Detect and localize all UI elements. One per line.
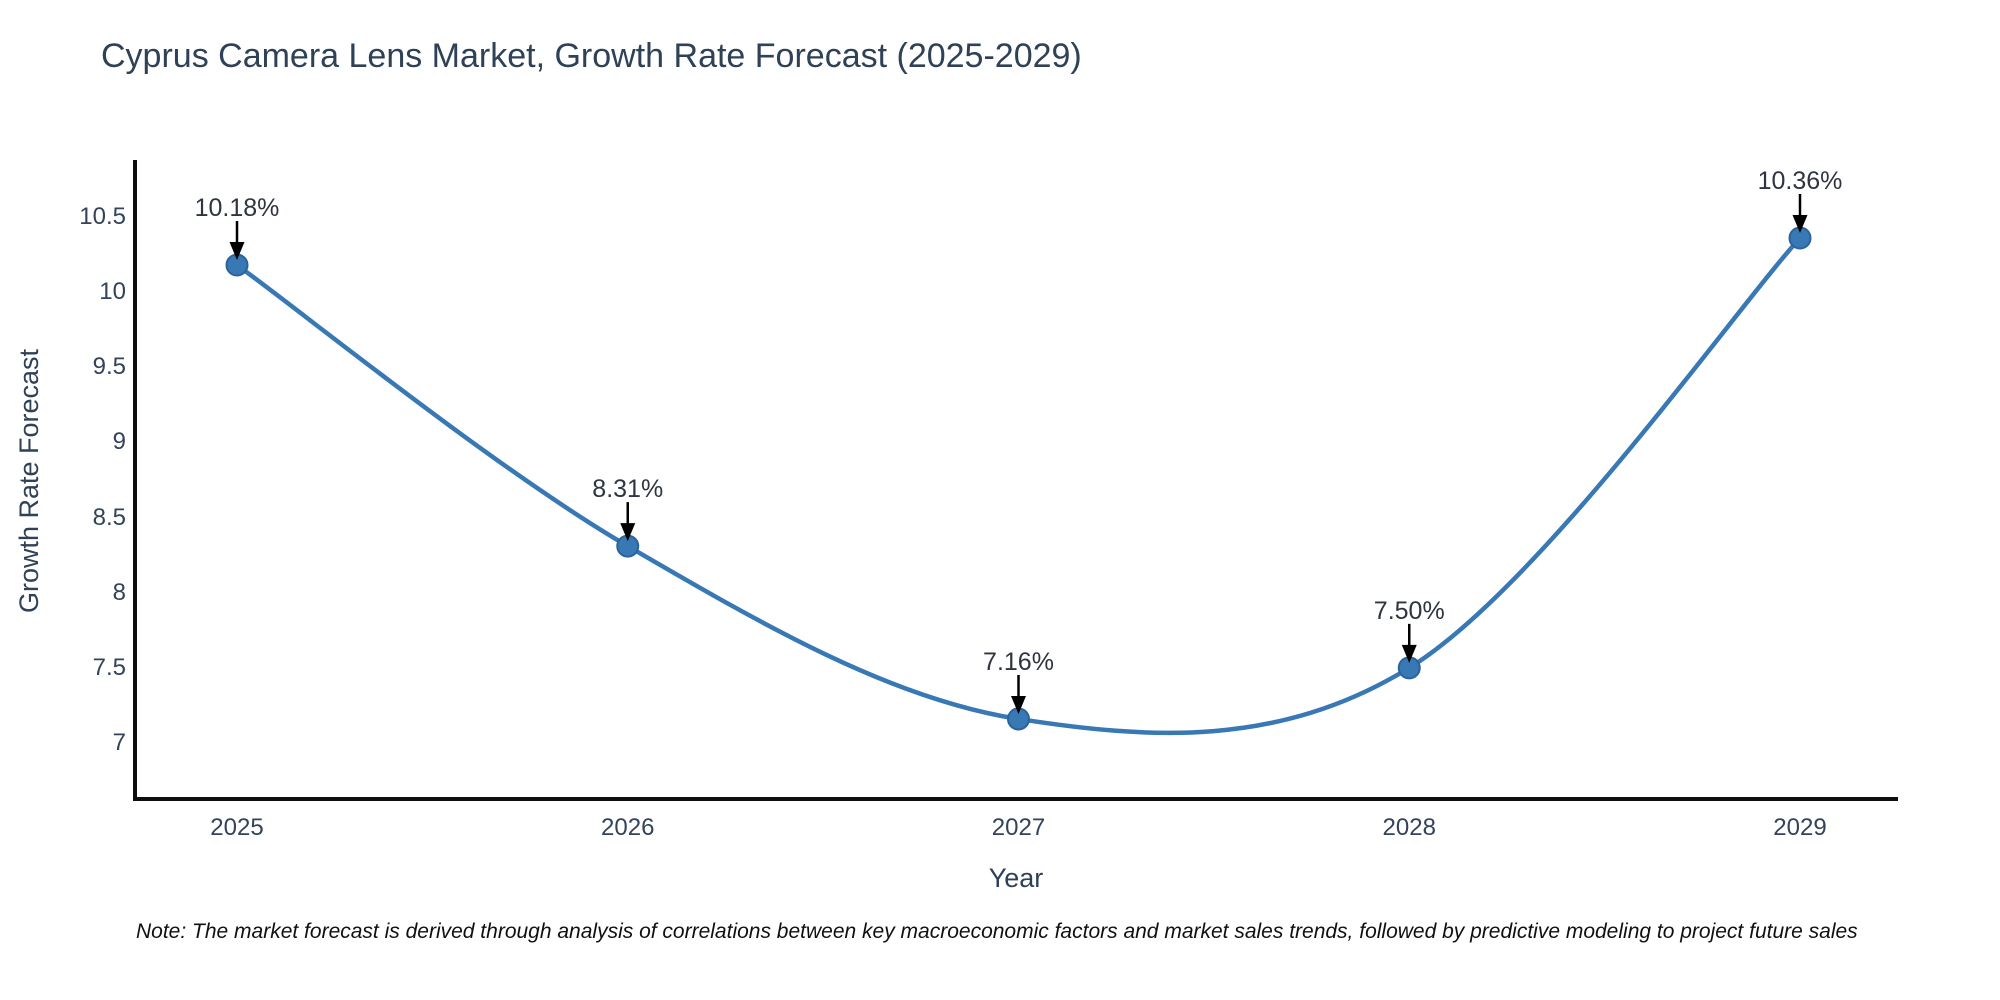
x-tick-label: 2029 (1773, 814, 1827, 841)
data-point-label: 7.16% (983, 647, 1054, 676)
y-tick-label: 9.5 (92, 353, 126, 381)
x-tick-label: 2028 (1382, 814, 1436, 841)
x-tick-label: 2027 (991, 814, 1046, 841)
x-tick-label: 2026 (601, 814, 655, 841)
annotation-arrowhead-icon (1011, 695, 1026, 714)
annotation-arrowhead-icon (620, 523, 636, 542)
y-tick-label: 9 (112, 428, 126, 456)
data-point-label: 10.36% (1757, 166, 1843, 195)
annotation-arrowhead-icon (229, 242, 245, 261)
data-point-label: 7.50% (1373, 596, 1445, 625)
annotation-arrowhead-icon (1792, 214, 1808, 233)
y-tick-label: 10 (99, 278, 126, 306)
x-tick-label: 2025 (210, 814, 264, 841)
y-tick-label: 10.5 (79, 202, 126, 230)
footnote: Note: The market forecast is derived thr… (136, 920, 1858, 943)
y-tick-label: 7 (112, 729, 126, 756)
chart-title: Cyprus Camera Lens Market, Growth Rate F… (101, 37, 1082, 75)
y-tick-label: 8 (112, 578, 126, 606)
y-tick-label: 7.5 (92, 653, 126, 681)
axis-spines (133, 160, 1898, 801)
data-point-label: 8.31% (592, 475, 664, 504)
annotation-arrowhead-icon (1401, 644, 1417, 663)
x-axis-title: Year (988, 863, 1044, 893)
y-tick-label: 8.5 (92, 503, 126, 531)
y-axis-title: Growth Rate Forecast (14, 348, 44, 614)
data-point-label: 10.18% (194, 194, 280, 223)
